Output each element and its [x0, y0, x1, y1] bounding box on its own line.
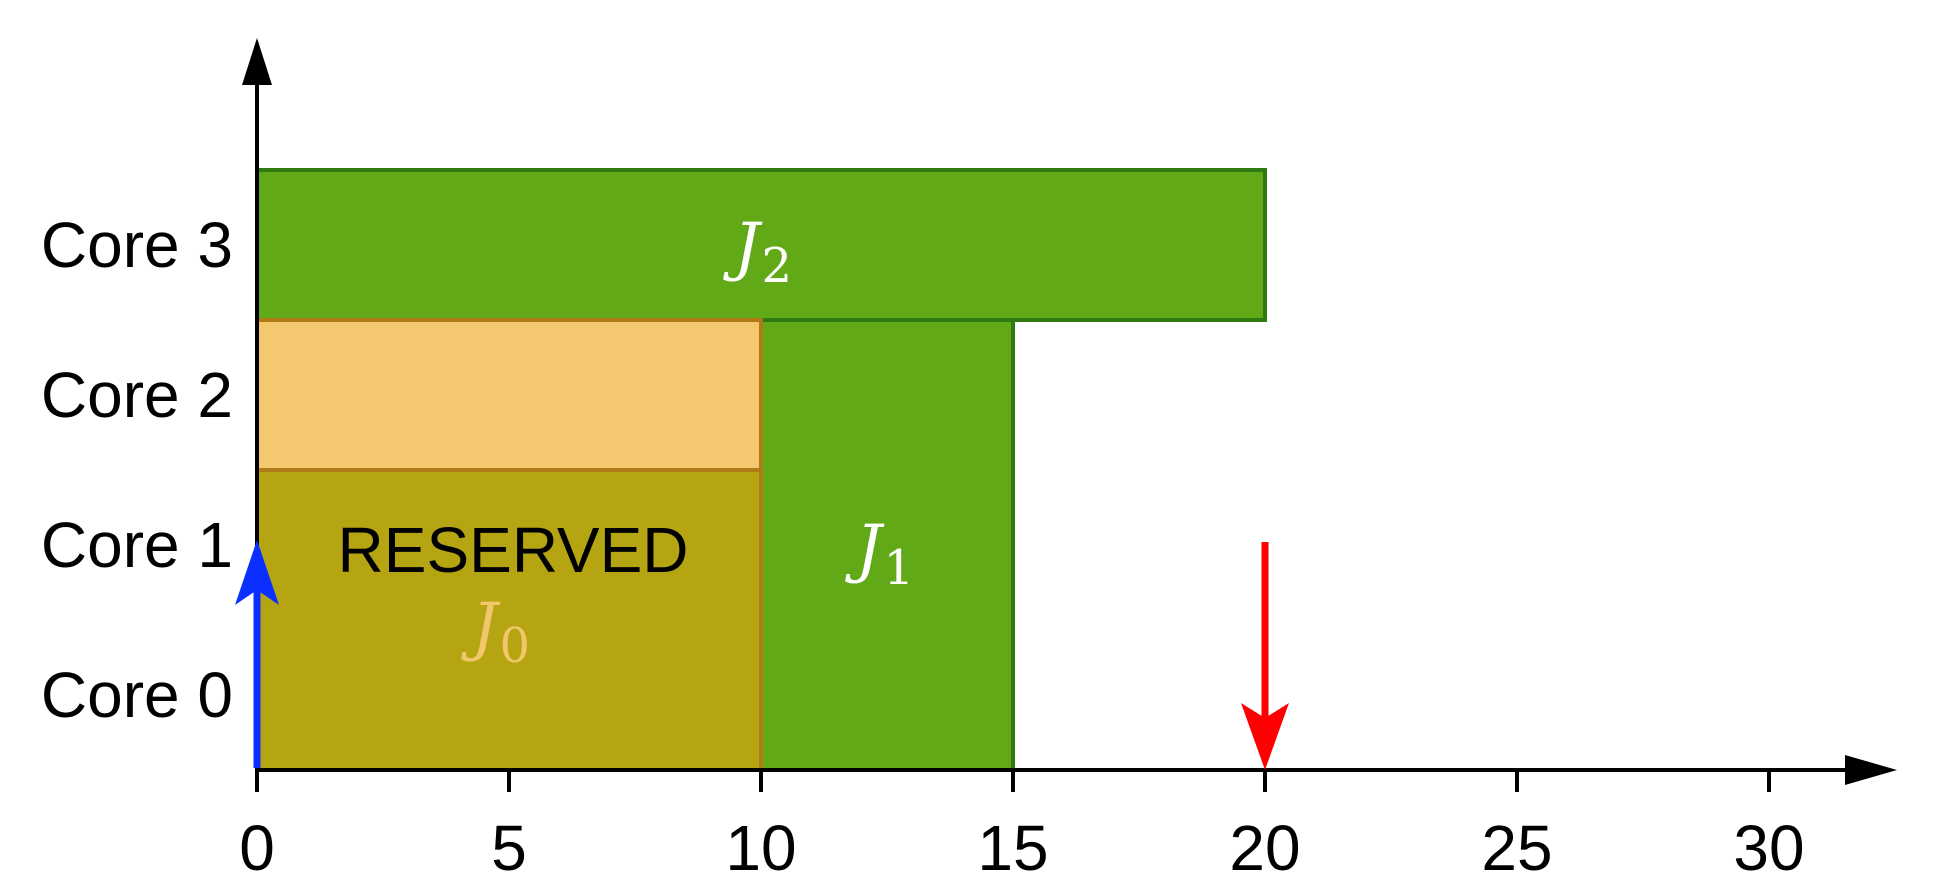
x-tick-label: 0	[239, 812, 275, 884]
x-axis-arrowhead	[1845, 755, 1897, 785]
reserved-block	[255, 318, 763, 472]
core-label: Core 1	[41, 509, 233, 581]
x-tick-label: 10	[725, 812, 796, 884]
deadline-arrow-head	[1241, 703, 1289, 770]
x-tick-label: 30	[1733, 812, 1804, 884]
x-tick-label: 20	[1229, 812, 1300, 884]
core-label: Core 3	[41, 209, 233, 281]
reserved-label: RESERVED	[338, 514, 689, 586]
core-label: Core 0	[41, 659, 233, 731]
y-axis-arrowhead	[242, 38, 272, 85]
x-tick-label: 25	[1481, 812, 1552, 884]
arrows-layer	[235, 540, 1289, 770]
release-arrow-head	[235, 540, 279, 605]
core-label: Core 2	[41, 359, 233, 431]
blocks-layer	[255, 168, 1267, 772]
x-tick-label: 5	[491, 812, 527, 884]
x-tick-label: 15	[977, 812, 1048, 884]
job-block-j2	[255, 168, 1267, 322]
job-block-j1	[759, 318, 1015, 772]
